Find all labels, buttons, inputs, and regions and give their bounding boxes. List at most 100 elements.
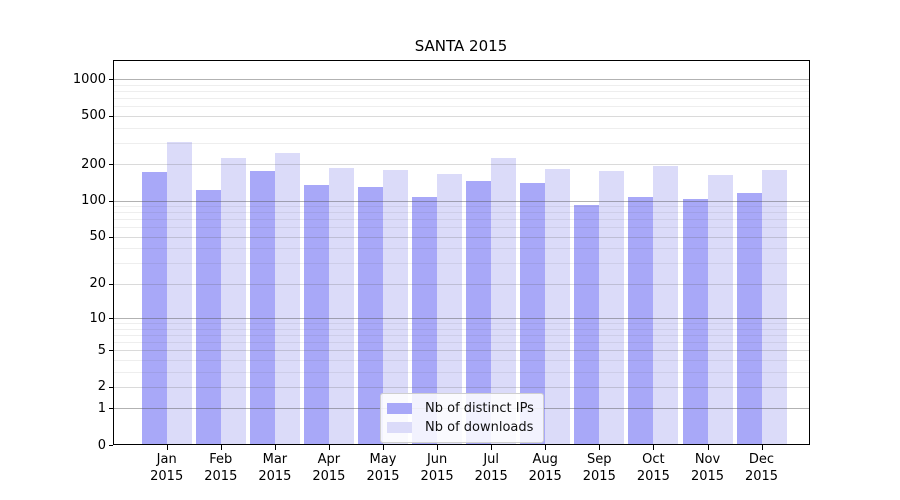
y-tick-label-1000: 1000 xyxy=(72,71,106,87)
bar-ips-apr xyxy=(303,185,329,445)
y-tick-20 xyxy=(109,283,113,285)
x-tick-mar xyxy=(274,445,276,450)
x-tick-apr xyxy=(328,445,330,450)
x-tick-label-dec: Dec 2015 xyxy=(744,452,779,484)
y-tick-200 xyxy=(109,164,113,166)
bar-downloads-aug xyxy=(545,169,571,445)
gridline-10 xyxy=(114,318,809,319)
legend-item-distinct-ips: Nb of distinct IPs xyxy=(387,399,535,418)
gridline-800 xyxy=(114,90,809,92)
bar-ips-sep xyxy=(574,204,600,445)
y-tick-label-2: 2 xyxy=(97,379,106,395)
bar-ips-oct xyxy=(628,196,654,445)
y-tick-label-200: 200 xyxy=(81,156,106,172)
x-tick-label-mar: Mar 2015 xyxy=(258,452,292,484)
gridline-300 xyxy=(114,142,809,144)
gridline-9 xyxy=(114,323,809,324)
gridline-600 xyxy=(114,106,809,107)
x-tick-label-feb: Feb 2015 xyxy=(204,452,238,484)
y-tick-label-500: 500 xyxy=(81,108,106,124)
legend-item-downloads: Nb of downloads xyxy=(387,418,535,437)
legend-swatch-downloads xyxy=(387,422,412,433)
y-tick-label-100: 100 xyxy=(81,193,106,208)
y-tick-label-0: 0 xyxy=(97,437,106,453)
gridline-8 xyxy=(114,328,809,330)
bar-ips-feb xyxy=(195,190,221,445)
x-tick-label-jun: Jun 2015 xyxy=(420,452,454,484)
bar-downloads-oct xyxy=(653,165,679,445)
y-tick-label-10: 10 xyxy=(89,310,106,326)
x-tick-aug xyxy=(545,445,547,450)
gridline-40 xyxy=(114,248,809,250)
gridline-30 xyxy=(114,263,809,265)
bar-downloads-jan xyxy=(166,142,192,445)
gridline-400 xyxy=(114,127,809,129)
gridline-3 xyxy=(114,371,809,373)
y-tick-500 xyxy=(109,115,113,117)
bar-downloads-feb xyxy=(220,158,246,445)
x-tick-label-apr: Apr 2015 xyxy=(312,452,346,484)
x-tick-feb xyxy=(220,445,222,450)
gridline-900 xyxy=(114,84,809,86)
y-tick-5 xyxy=(109,350,113,352)
gridline-80 xyxy=(114,212,809,214)
x-tick-dec xyxy=(761,445,763,450)
y-tick-label-50: 50 xyxy=(89,229,106,245)
bar-ips-jan xyxy=(141,172,167,445)
x-tick-sep xyxy=(599,445,601,450)
legend-label-distinct-ips: Nb of distinct IPs xyxy=(425,401,534,416)
y-tick-1000 xyxy=(109,79,113,80)
bar-ips-may xyxy=(358,187,383,445)
gridline-2 xyxy=(114,386,809,388)
bar-downloads-sep xyxy=(599,171,625,445)
y-tick-label-20: 20 xyxy=(89,276,106,292)
gridline-5 xyxy=(114,350,809,352)
bar-ips-nov xyxy=(682,198,708,445)
bar-ips-dec xyxy=(736,192,762,445)
gridline-4 xyxy=(114,359,809,361)
x-tick-jul xyxy=(491,445,493,450)
gridline-100 xyxy=(114,200,809,202)
x-tick-oct xyxy=(653,445,655,450)
gridline-6 xyxy=(114,341,809,343)
x-tick-label-oct: Oct 2015 xyxy=(636,452,670,484)
gridline-70 xyxy=(114,219,809,221)
gridline-7 xyxy=(114,334,809,336)
gridline-1000 xyxy=(114,79,809,80)
gridline-700 xyxy=(114,97,809,99)
x-tick-label-sep: Sep 2015 xyxy=(582,452,616,484)
x-tick-nov xyxy=(707,445,709,450)
y-tick-label-5: 5 xyxy=(97,342,106,358)
gridline-200 xyxy=(114,164,809,166)
y-tick-10 xyxy=(109,318,113,319)
legend: Nb of distinct IPs Nb of downloads xyxy=(380,393,544,443)
gridline-500 xyxy=(114,115,809,117)
bar-ips-mar xyxy=(249,170,275,445)
x-tick-label-nov: Nov 2015 xyxy=(690,452,725,484)
gridline-60 xyxy=(114,227,809,229)
bar-downloads-dec xyxy=(761,170,787,445)
x-tick-label-jan: Jan 2015 xyxy=(150,452,184,484)
x-tick-jun xyxy=(437,445,439,450)
x-tick-label-jul: Jul 2015 xyxy=(474,452,508,484)
bar-downloads-apr xyxy=(328,167,354,445)
chart-title: SANTA 2015 xyxy=(414,37,508,55)
bar-downloads-nov xyxy=(707,175,733,445)
x-tick-may xyxy=(383,445,384,450)
y-tick-1 xyxy=(109,408,113,410)
x-tick-label-aug: Aug 2015 xyxy=(528,452,562,484)
gridline-20 xyxy=(114,283,809,285)
legend-label-downloads: Nb of downloads xyxy=(425,420,534,435)
x-tick-label-may: May 2015 xyxy=(366,452,400,484)
y-tick-50 xyxy=(109,236,113,238)
legend-swatch-distinct-ips xyxy=(387,403,412,414)
y-tick-label-1: 1 xyxy=(97,400,106,416)
gridline-90 xyxy=(114,206,809,207)
y-tick-0 xyxy=(109,445,113,446)
bar-downloads-mar xyxy=(274,153,300,445)
y-tick-2 xyxy=(109,386,113,388)
gridline-50 xyxy=(114,236,809,238)
y-tick-100 xyxy=(109,200,113,202)
x-tick-jan xyxy=(166,445,168,450)
